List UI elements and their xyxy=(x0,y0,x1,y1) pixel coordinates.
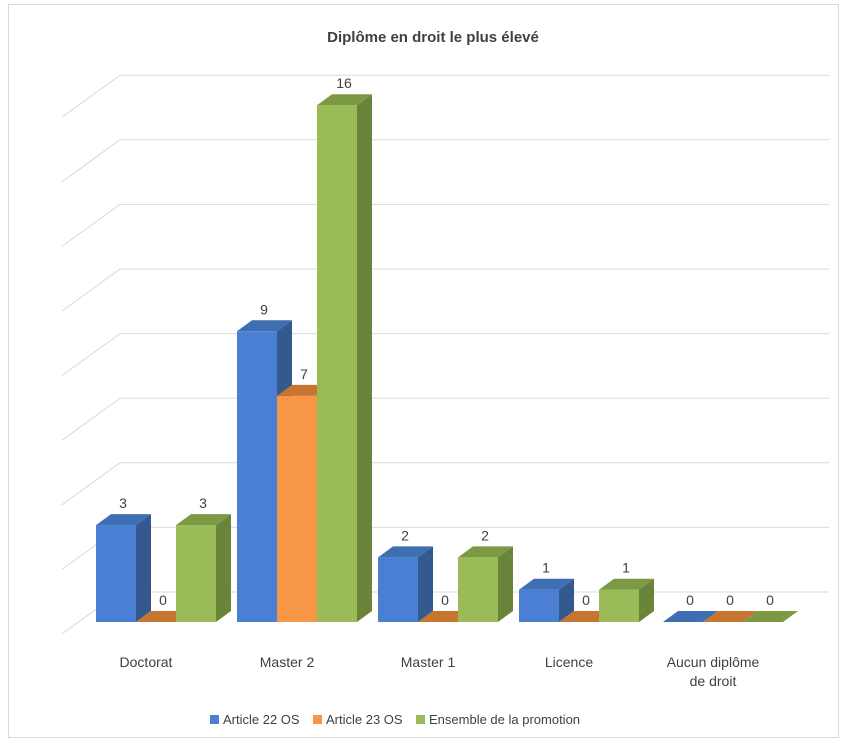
bar-top xyxy=(743,611,798,622)
category-label: Aucun diplôme de droit xyxy=(667,654,760,689)
data-label: 3 xyxy=(119,495,127,511)
data-label: 0 xyxy=(582,592,590,608)
bar-side xyxy=(559,578,574,622)
bar-front xyxy=(458,557,498,622)
data-label: 0 xyxy=(726,592,734,608)
bar xyxy=(176,514,231,622)
bar-top xyxy=(458,546,513,558)
gridline xyxy=(61,268,829,312)
legend-label: Ensemble de la promotion xyxy=(429,712,580,727)
bar-front xyxy=(599,589,639,622)
data-label: 7 xyxy=(300,366,308,382)
bar xyxy=(96,514,151,622)
category-label: Master 2 xyxy=(260,654,315,670)
bar xyxy=(519,578,574,622)
legend-label: Article 23 OS xyxy=(326,712,403,727)
bar-side xyxy=(357,94,372,622)
bar-top xyxy=(599,578,654,590)
gridline xyxy=(61,74,829,118)
bar xyxy=(317,94,372,622)
bar xyxy=(743,611,798,622)
data-label: 16 xyxy=(336,75,352,91)
gridlines xyxy=(61,74,829,635)
category-label: Master 1 xyxy=(401,654,456,670)
bar xyxy=(663,611,718,622)
category-labels: Doctorat Master 2 Master 1 Licence Aucun dip… xyxy=(120,654,760,689)
bar-front xyxy=(176,525,216,622)
bar-top xyxy=(378,546,433,558)
gridline xyxy=(61,333,829,377)
gridline xyxy=(61,139,829,183)
legend-swatch xyxy=(313,715,322,724)
data-label: 2 xyxy=(481,527,489,543)
bar-side xyxy=(498,546,513,622)
data-label: 1 xyxy=(622,560,630,576)
legend-item: Ensemble de la promotion xyxy=(416,712,580,727)
data-label: 0 xyxy=(766,592,774,608)
bar-side xyxy=(639,578,654,622)
bar-front xyxy=(317,105,357,622)
legend: Article 22 OS Article 23 OS Ensemble de la… xyxy=(210,712,580,727)
data-label: 0 xyxy=(686,592,694,608)
bar-top xyxy=(519,578,574,590)
bar-top xyxy=(176,514,231,526)
bar-top xyxy=(663,611,718,622)
data-label: 0 xyxy=(441,592,449,608)
legend-item: Article 22 OS xyxy=(210,712,300,727)
data-label: 1 xyxy=(542,560,550,576)
bar-front xyxy=(96,525,136,622)
gridline xyxy=(61,462,829,506)
bar-front xyxy=(519,589,559,622)
data-label: 0 xyxy=(159,592,167,608)
bar xyxy=(599,578,654,622)
gridline xyxy=(61,397,829,441)
bar xyxy=(458,546,513,622)
bar-side xyxy=(216,514,231,622)
bar-top xyxy=(703,611,758,622)
bars xyxy=(96,94,798,622)
data-labels: 3 0 3 9 7 16 2 0 2 1 0 1 0 0 0 xyxy=(119,75,774,608)
legend-swatch xyxy=(210,715,219,724)
data-label: 3 xyxy=(199,495,207,511)
bar-side xyxy=(418,546,433,622)
legend-item: Article 23 OS xyxy=(313,712,403,727)
category-label: Licence xyxy=(545,654,593,670)
data-label: 2 xyxy=(401,527,409,543)
bar-top xyxy=(96,514,151,526)
category-label: Doctorat xyxy=(120,654,173,670)
bar-side xyxy=(136,514,151,622)
bar-top xyxy=(317,94,372,106)
bar xyxy=(378,546,433,622)
bar-top xyxy=(237,320,292,332)
legend-label: Article 22 OS xyxy=(223,712,300,727)
chart-title: Diplôme en droit le plus élevé xyxy=(327,29,539,46)
bar xyxy=(703,611,758,622)
bar-front xyxy=(378,557,418,622)
bar-front xyxy=(237,331,277,622)
data-label: 9 xyxy=(260,301,268,317)
gridline xyxy=(61,203,829,247)
legend-swatch xyxy=(416,715,425,724)
bar-front xyxy=(277,395,317,622)
